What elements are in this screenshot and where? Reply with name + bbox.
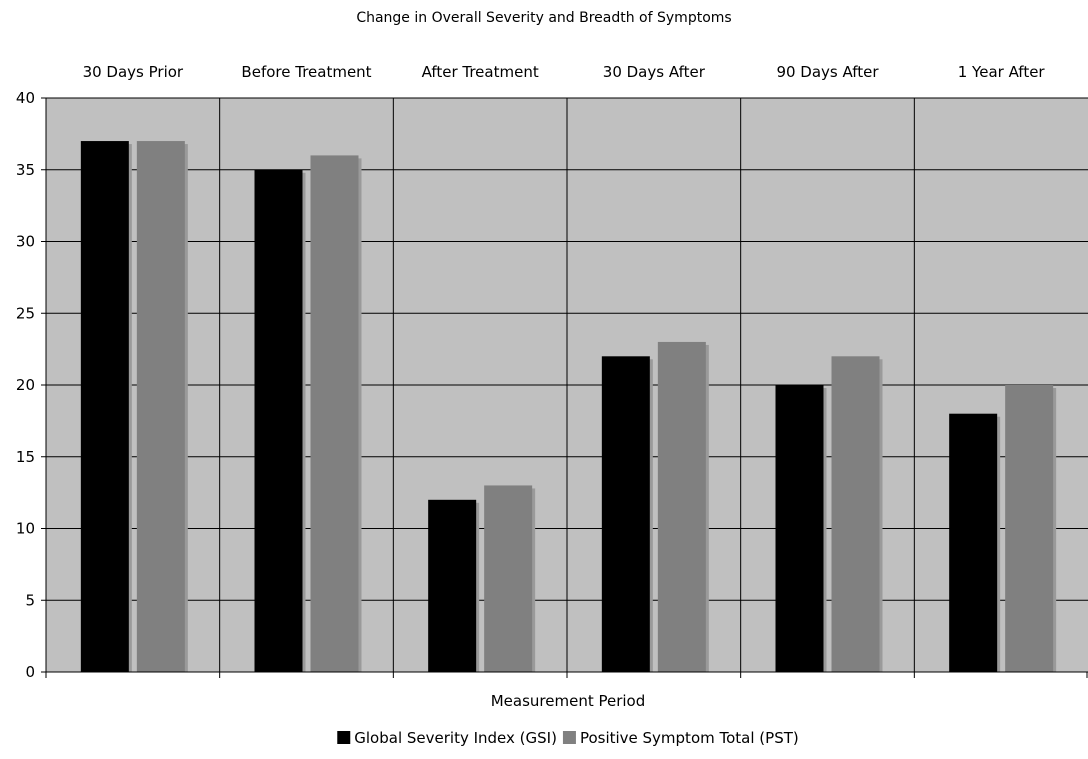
chart-title: Change in Overall Severity and Breadth o… — [356, 10, 731, 26]
bar-gsi — [775, 385, 824, 672]
y-tick-labels: 0 5 10 15 20 25 30 35 40 — [16, 89, 35, 681]
category-label: Before Treatment — [241, 63, 371, 81]
legend-swatch — [562, 731, 576, 744]
bar-pst — [310, 155, 359, 672]
bar-gsi — [254, 169, 303, 672]
category-labels: 30 Days Prior Before Treatment After Treat… — [83, 63, 1046, 81]
bar-pst — [484, 485, 533, 672]
legend-label: Global Severity Index (GSI) — [354, 729, 557, 747]
y-tick-label: 5 — [25, 591, 35, 609]
bars — [80, 141, 1057, 673]
bar-pst — [1005, 385, 1054, 672]
y-tick-label: 20 — [16, 376, 35, 394]
axes — [41, 97, 1088, 678]
y-tick-label: 35 — [16, 161, 35, 179]
bar-gsi — [428, 499, 477, 672]
x-axis-title: Measurement Period — [491, 692, 646, 710]
category-label: 30 Days Prior — [83, 63, 184, 81]
category-label: After Treatment — [422, 63, 539, 81]
grid-lines — [46, 97, 1088, 672]
y-tick-label: 15 — [16, 448, 35, 466]
category-label: 1 Year After — [958, 63, 1046, 81]
bar-pst — [136, 141, 185, 673]
bar-gsi — [601, 356, 650, 672]
legend-swatch — [337, 731, 351, 744]
y-tick-label: 25 — [16, 304, 35, 322]
category-label: 90 Days After — [776, 63, 879, 81]
bar-gsi — [949, 413, 998, 672]
y-tick-label: 10 — [16, 520, 35, 538]
legend: Global Severity Index (GSI) Positive Symp… — [337, 729, 799, 747]
bar-pst — [657, 341, 706, 672]
y-tick-label: 40 — [16, 89, 35, 107]
legend-label: Positive Symptom Total (PST) — [580, 729, 799, 747]
category-label: 30 Days After — [603, 63, 706, 81]
bar-gsi — [80, 141, 129, 673]
bar-pst — [831, 356, 880, 672]
y-tick-label: 30 — [16, 233, 35, 251]
y-tick-label: 0 — [25, 663, 35, 681]
